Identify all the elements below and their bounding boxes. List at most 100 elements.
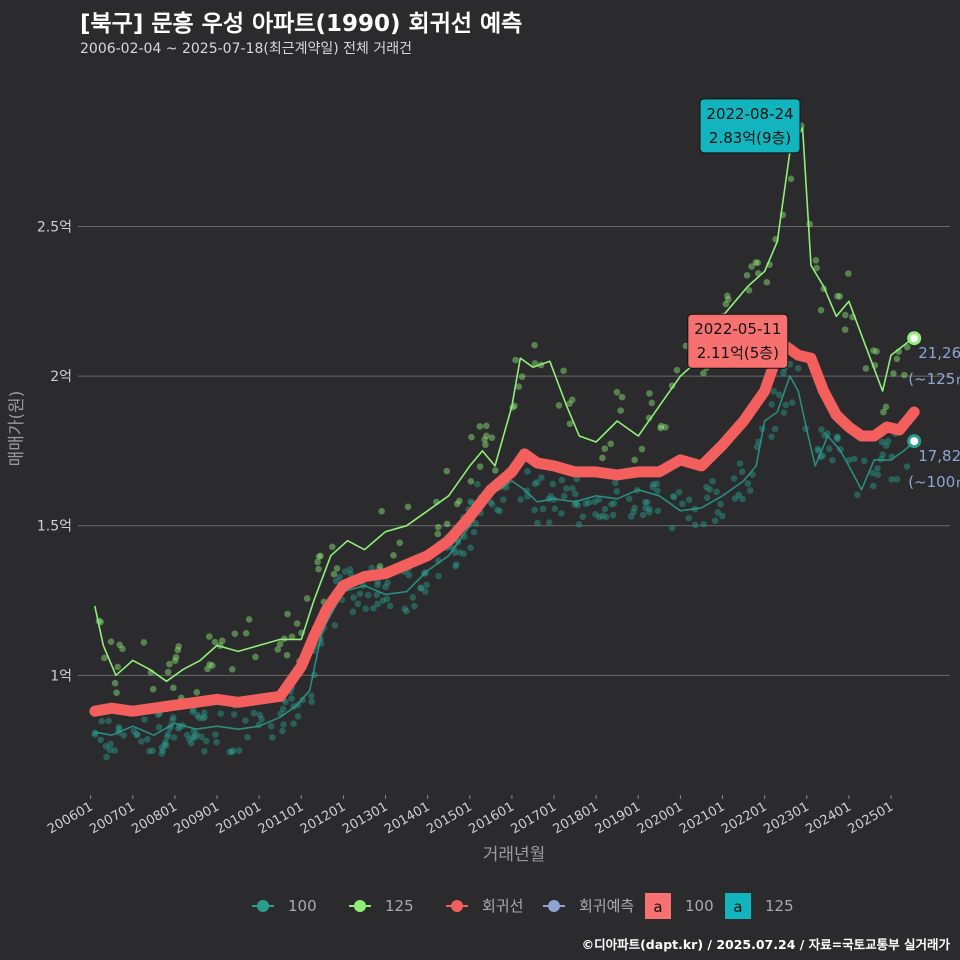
legend-glyph: a <box>653 898 662 916</box>
scatter-point <box>595 513 603 521</box>
scatter-point <box>673 366 681 374</box>
scatter-point <box>435 572 442 580</box>
scatter-point <box>163 733 171 741</box>
x-tick-label: 201101 <box>256 799 306 837</box>
scatter-point <box>453 561 460 568</box>
scatter-point <box>518 373 526 380</box>
scatter-point <box>258 716 266 723</box>
scatter-point <box>883 442 890 449</box>
scatter-point <box>566 400 573 407</box>
scatter-point <box>467 544 474 551</box>
x-tick-label: 201501 <box>424 799 474 837</box>
scatter-point <box>390 552 397 559</box>
scatter-point <box>893 355 901 363</box>
scatter-point <box>717 500 724 508</box>
scatter-point <box>703 483 710 491</box>
scatter-point <box>293 620 301 627</box>
scatter-point <box>601 445 609 452</box>
scatter-point <box>162 741 170 749</box>
scatter-point <box>206 661 214 668</box>
scatter-point <box>878 438 886 446</box>
scatter-point <box>531 341 538 349</box>
scatter-point <box>713 488 720 496</box>
scatter-point <box>574 502 582 509</box>
scatter-point <box>861 457 868 465</box>
scatter-point <box>782 401 790 409</box>
prediction-unit: (~100㎡) <box>908 473 960 491</box>
scatter-point <box>133 731 141 738</box>
scatter-point <box>853 491 861 499</box>
scatter-point <box>768 433 775 441</box>
scatter-point <box>307 692 315 700</box>
scatter-point <box>649 483 657 491</box>
legend-label: 회귀선 <box>482 897 523 915</box>
scatter-point <box>102 743 110 750</box>
scatter-point <box>308 698 316 706</box>
scatter-point <box>149 747 156 755</box>
scatter-point <box>794 365 802 372</box>
scatter-point <box>228 665 236 673</box>
x-tick-label: 202301 <box>761 799 811 837</box>
scatter-point <box>746 487 754 494</box>
scatter-point <box>524 468 531 475</box>
scatter-point <box>113 689 120 696</box>
x-tick-label: 201901 <box>593 799 643 837</box>
scatter-point <box>169 716 176 724</box>
scatter-point <box>211 638 219 646</box>
scatter-point <box>378 508 385 515</box>
scatter-point <box>217 710 224 717</box>
scatter-point <box>417 584 424 592</box>
scatter-point <box>206 633 213 640</box>
scatter-point <box>155 723 163 731</box>
scatter-point <box>650 480 657 488</box>
scatter-point <box>374 581 381 589</box>
scatter-point <box>706 486 714 493</box>
scatter-point <box>386 602 394 610</box>
scatter-point <box>560 367 567 375</box>
scatter-point <box>434 530 442 538</box>
legend-label: 100 <box>288 897 317 915</box>
scatter-point <box>731 495 739 502</box>
source-credit: ©디아파트(dapt.kr) / 2025.07.24 / 자료=국토교통부 실… <box>581 937 950 952</box>
scatter-point <box>638 445 646 453</box>
scatter-point <box>748 263 755 270</box>
scatter-point <box>164 668 172 676</box>
scatter-point <box>374 600 381 608</box>
scatter-point <box>269 734 276 741</box>
scatter-point <box>888 476 895 483</box>
scatter-point <box>719 512 726 520</box>
scatter-point <box>630 508 637 516</box>
scatter-point <box>492 467 499 474</box>
scatter-point <box>403 607 410 615</box>
scatter-point <box>523 487 531 495</box>
scatter-point <box>744 480 752 487</box>
scatter-point <box>174 646 182 654</box>
scatter-point <box>631 456 638 464</box>
scatter-point <box>452 562 459 570</box>
scatter-point <box>404 503 412 511</box>
scatter-point <box>533 479 541 486</box>
scatter-point <box>725 296 732 303</box>
scatter-point <box>186 736 193 743</box>
scatter-point <box>752 259 760 266</box>
x-tick-label: 202201 <box>719 799 769 837</box>
scatter-point <box>350 594 357 601</box>
scatter-point <box>193 731 200 738</box>
scatter-point <box>618 393 626 401</box>
scatter-point <box>611 479 619 487</box>
scatter-point <box>317 552 324 560</box>
scatter-point <box>283 651 291 659</box>
scatter-point <box>474 480 481 488</box>
scatter-point <box>97 736 104 744</box>
legend-label: 회귀예측 <box>579 897 634 915</box>
scatter-point <box>874 464 881 472</box>
prediction-point <box>907 434 922 449</box>
scatter-point <box>538 474 545 481</box>
series-line-s100 <box>94 375 915 736</box>
scatter-point <box>111 747 119 754</box>
scatter-point <box>107 740 114 748</box>
scatter-point <box>290 720 297 727</box>
scatter-point <box>115 723 123 731</box>
scatter-point <box>627 513 635 520</box>
scatter-point <box>370 604 377 612</box>
